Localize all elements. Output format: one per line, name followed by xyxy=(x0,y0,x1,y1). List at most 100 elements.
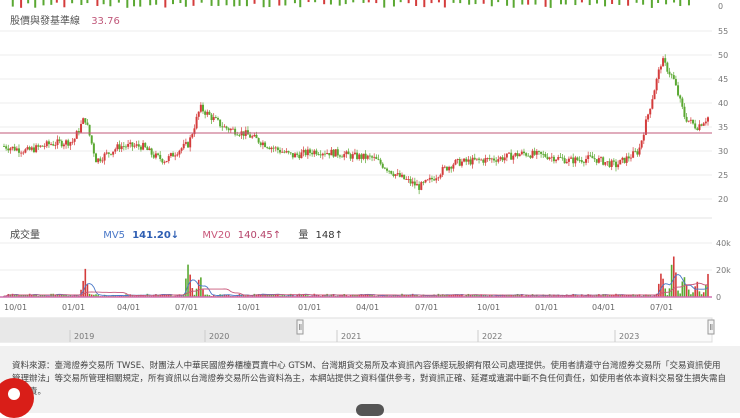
candle-body xyxy=(20,152,23,154)
candle-body xyxy=(371,156,374,158)
candle-body xyxy=(330,149,333,156)
candle-body xyxy=(689,119,692,121)
candle-body xyxy=(135,144,138,146)
candle-body xyxy=(548,157,551,160)
candle-body xyxy=(332,149,335,157)
volume-bar xyxy=(13,295,16,297)
candle-body xyxy=(495,160,498,162)
candle-body xyxy=(345,151,348,155)
candle-body xyxy=(574,157,577,164)
volume-bar xyxy=(307,295,309,297)
volume-bar xyxy=(696,281,699,297)
top-strip-candle xyxy=(245,0,248,7)
volume-bar xyxy=(525,295,527,297)
candle-body xyxy=(516,153,519,157)
top-strip-candle xyxy=(102,0,105,5)
candle-body xyxy=(604,162,607,165)
volume-value: 148↑ xyxy=(315,230,343,241)
data-source-text: 資料來源：臺灣證券交易所 TWSE、財團法人中華民國證券櫃檯買賣中心 GTSM、… xyxy=(12,361,727,397)
candle-body xyxy=(298,154,301,159)
volume-bar xyxy=(456,294,459,297)
volume-bar xyxy=(345,295,348,297)
candle-body xyxy=(356,152,359,160)
volume-bar xyxy=(536,294,538,297)
top-strip-candle xyxy=(407,0,410,4)
candle-body xyxy=(88,124,91,136)
candle-body xyxy=(285,151,288,153)
candle-body xyxy=(39,145,42,147)
candle-body xyxy=(169,153,172,157)
chat-icon[interactable] xyxy=(0,378,34,418)
top-strip-candle xyxy=(657,0,660,3)
x-axis: 10/01 01/01 04/01 07/01 10/01 01/01 04/0… xyxy=(4,303,673,312)
volume-bar xyxy=(182,294,185,297)
volume-bar xyxy=(405,295,408,297)
volume-panel-legend: 成交量 MV5 141.20↓ MV20 140.45↑ 量 148↑ xyxy=(10,226,343,241)
volume-bar xyxy=(452,294,455,297)
candle-body xyxy=(411,181,414,184)
volume-bar xyxy=(58,295,61,297)
candle-body xyxy=(433,179,436,181)
candle-body xyxy=(443,166,446,168)
top-strip-candle xyxy=(63,0,66,8)
candle-body xyxy=(47,141,50,145)
top-strip-candle xyxy=(139,0,142,7)
top-strip-candle xyxy=(314,0,317,3)
candle-body xyxy=(465,158,468,162)
candle-body xyxy=(172,153,175,157)
candle-body xyxy=(313,150,316,155)
volume-bar xyxy=(668,288,671,297)
volume-bar xyxy=(41,294,44,297)
range-navigator[interactable]: 2019 2020 2021 2022 2023 xyxy=(0,317,715,343)
candle-body xyxy=(208,111,211,115)
candle-body xyxy=(246,130,249,135)
top-strip-candle xyxy=(184,0,187,7)
candle-body xyxy=(231,128,234,130)
volume-bar xyxy=(187,264,189,297)
scroll-indicator-icon[interactable] xyxy=(356,404,384,416)
candle-body xyxy=(60,140,63,147)
candle-body xyxy=(7,148,10,151)
candle-body xyxy=(193,128,196,135)
candle-body xyxy=(381,163,384,168)
volume-bar xyxy=(142,294,144,297)
top-strip-candle xyxy=(399,0,402,3)
volume-bar xyxy=(167,294,170,297)
volume-bar xyxy=(163,294,166,297)
volume-bar xyxy=(563,295,566,297)
mv5-label: MV5 xyxy=(103,230,126,241)
top-strip-candle xyxy=(521,0,524,5)
candle-body xyxy=(152,154,155,158)
price-y-tick: 30 xyxy=(718,147,728,156)
volume-bar xyxy=(39,294,42,297)
mv20-label: MV20 xyxy=(202,230,231,241)
volume-bar xyxy=(54,294,57,297)
top-strip-candle xyxy=(20,0,23,8)
candle-body xyxy=(54,145,57,146)
volume-bar xyxy=(476,294,478,297)
candle-body xyxy=(657,69,660,79)
top-strip-candle xyxy=(253,0,256,4)
volume-bar xyxy=(356,294,358,297)
candle-body xyxy=(154,153,157,158)
volume-bar xyxy=(371,295,373,297)
candle-body xyxy=(585,159,588,163)
candle-body xyxy=(670,74,673,76)
candle-body xyxy=(139,146,142,150)
candle-body xyxy=(219,119,222,127)
volume-bar xyxy=(585,295,587,297)
volume-bar xyxy=(31,294,33,297)
candle-body xyxy=(101,160,104,162)
top-strip-candle xyxy=(564,0,567,5)
candle-body xyxy=(122,146,125,148)
candle-body xyxy=(600,157,603,159)
volume-bar xyxy=(212,294,215,297)
top-strip-candle xyxy=(534,0,537,5)
top-strip-candle xyxy=(117,0,120,3)
candle-body xyxy=(420,182,423,190)
volume-bar xyxy=(403,294,405,297)
price-y-axis: 0 55 50 45 40 35 30 25 20 xyxy=(718,2,728,204)
volume-bar xyxy=(296,294,298,297)
candle-body xyxy=(488,158,491,160)
volume-bar xyxy=(86,284,89,297)
